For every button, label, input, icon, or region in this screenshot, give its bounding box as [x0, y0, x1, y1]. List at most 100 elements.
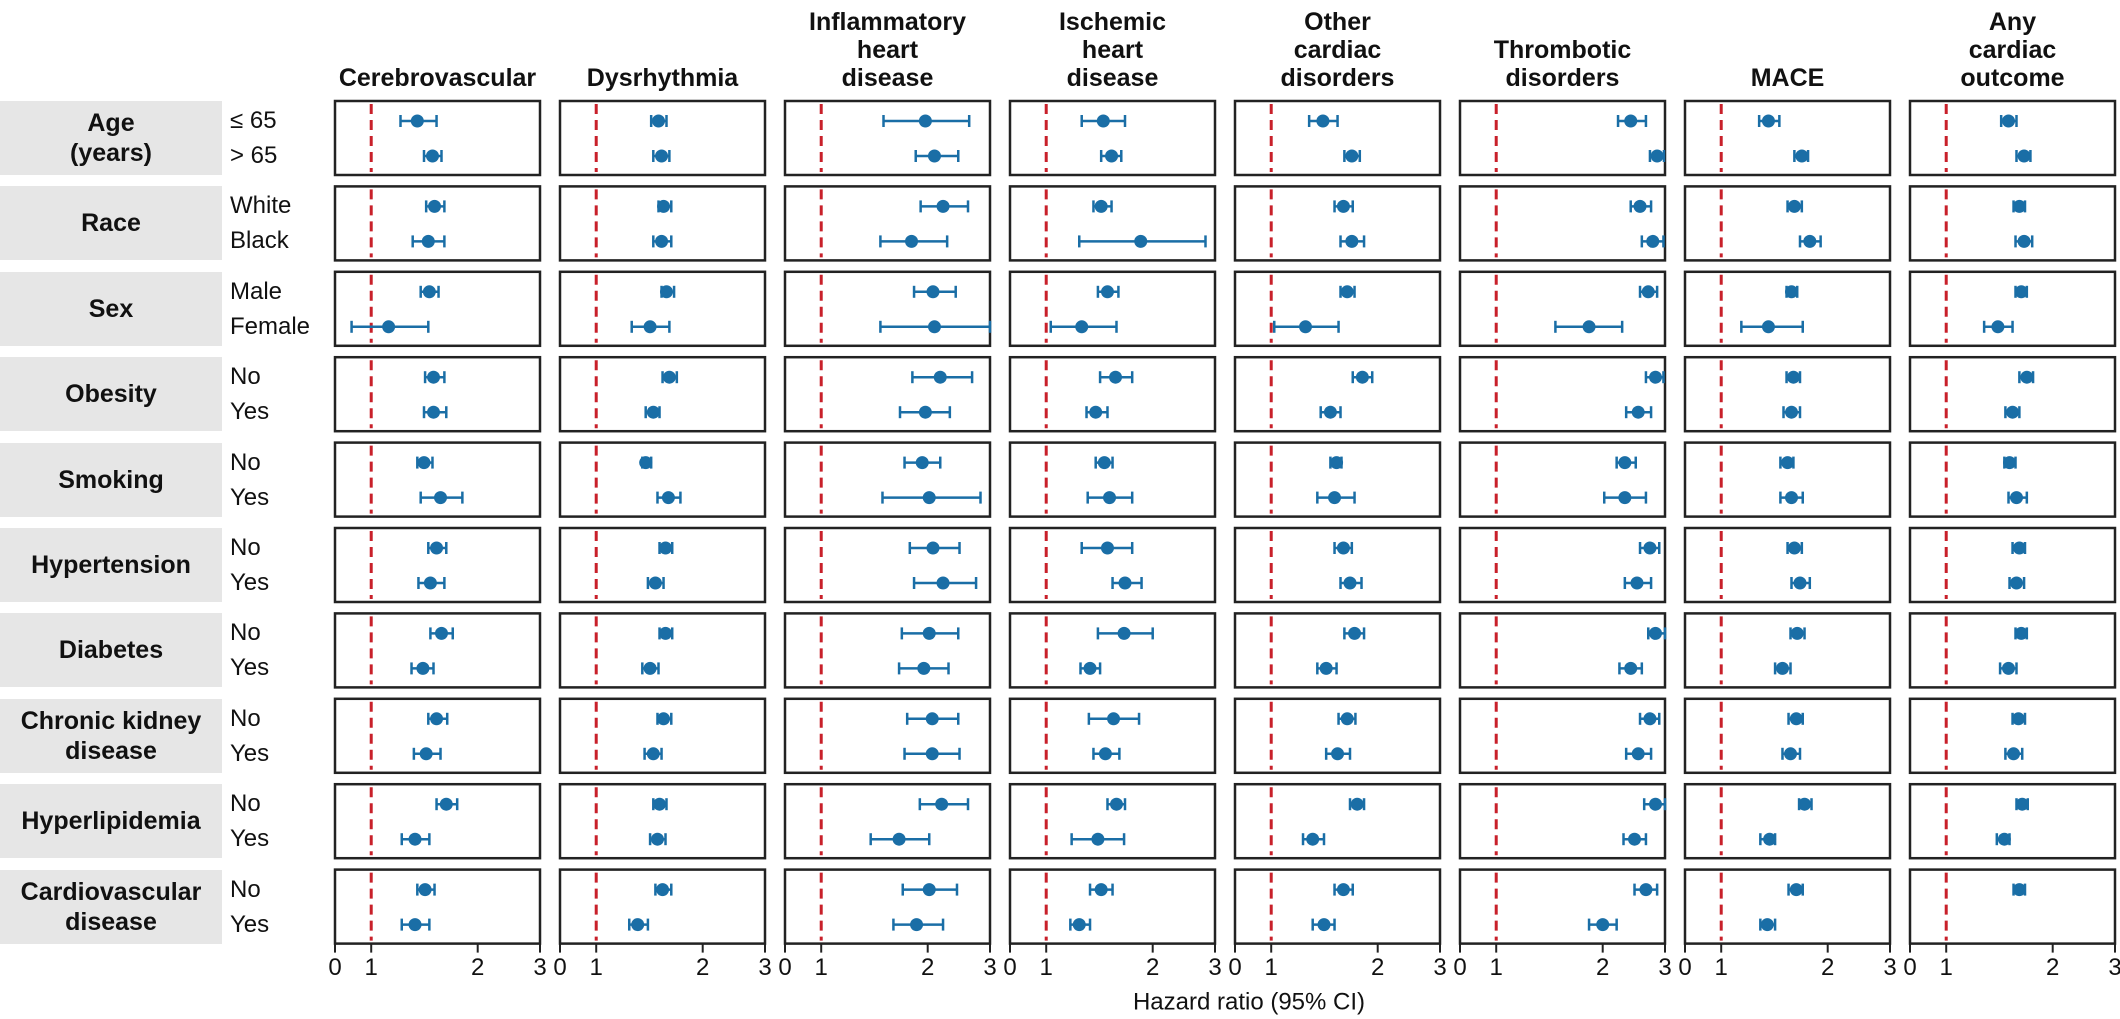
estimate-point [2011, 712, 2025, 726]
estimate-point [382, 320, 396, 334]
estimate-point [1336, 199, 1350, 213]
estimate-point [1107, 712, 1121, 726]
panel-frame [1233, 185, 1442, 262]
estimate-point [1075, 320, 1089, 334]
subgroup-label: Yes [230, 398, 270, 426]
panel-frame [1008, 782, 1217, 860]
estimate-point [631, 918, 645, 932]
estimate-point [423, 576, 437, 590]
panel-frame [558, 526, 767, 604]
column-title: Inflammatory heart disease [809, 8, 966, 92]
panel-frame [1683, 99, 1892, 177]
subgroup-label: ≤ 65 [230, 107, 277, 134]
panel-frame [558, 185, 767, 262]
estimate-point [2012, 541, 2026, 555]
estimate-point [905, 234, 919, 248]
x-tick-label: 1 [1490, 954, 1503, 981]
x-tick-label: 3 [758, 954, 771, 981]
x-tick-label: 2 [471, 954, 484, 981]
panel-frame [1683, 782, 1892, 860]
panel-frame [1008, 355, 1217, 433]
x-tick-label: 1 [1715, 954, 1728, 981]
estimate-point [1761, 114, 1775, 128]
estimate-point [1306, 832, 1320, 846]
x-tick-label: 2 [1146, 954, 1159, 981]
panel-frame [1233, 868, 1442, 945]
estimate-point [657, 712, 671, 726]
estimate-point [2009, 576, 2023, 590]
estimate-point [1094, 199, 1108, 213]
estimate-point [1343, 576, 1357, 590]
column-title: Any cardiac outcome [1960, 8, 2065, 92]
estimate-point [1098, 747, 1112, 761]
estimate-point [646, 405, 660, 419]
estimate-point [1330, 456, 1344, 470]
estimate-point [933, 370, 947, 384]
group-label: Sex [0, 271, 222, 346]
panel-frame [558, 99, 767, 177]
estimate-point [918, 114, 932, 128]
estimate-point [427, 405, 441, 419]
estimate-point [1105, 149, 1119, 163]
estimate-point [925, 747, 939, 761]
estimate-point [2017, 149, 2031, 163]
estimate-point [1639, 883, 1653, 897]
subgroup-label: No [230, 875, 261, 903]
panel-frame [558, 355, 767, 433]
group-label: Hypertension [0, 528, 222, 602]
estimate-point [428, 199, 442, 213]
panel-frame [1008, 99, 1217, 177]
column-title: Dysrhythmia [586, 64, 739, 92]
estimate-point [1355, 370, 1369, 384]
panel-frame [1458, 99, 1667, 177]
estimate-point [1991, 320, 2005, 334]
x-tick-label: 0 [1003, 954, 1016, 981]
column-title: Other cardiac disorders [1280, 8, 1395, 92]
estimate-point [2002, 661, 2016, 675]
estimate-point [918, 405, 932, 419]
panel-frame [1458, 270, 1667, 348]
x-tick-label: 3 [1658, 954, 1671, 981]
estimate-point [1624, 114, 1638, 128]
estimate-point [410, 114, 424, 128]
subgroup-label: White [230, 192, 292, 220]
panel-frame [1458, 355, 1667, 433]
panel-frame [1683, 612, 1892, 689]
estimate-point [2014, 626, 2028, 640]
x-tick-label: 0 [1228, 954, 1241, 981]
estimate-point [430, 712, 444, 726]
subgroup-label: No [230, 534, 261, 561]
x-tick-label: 1 [1940, 954, 1953, 981]
estimate-point [927, 320, 941, 334]
estimate-point [1795, 149, 1809, 163]
estimate-point [1789, 883, 1803, 897]
estimate-point [2017, 234, 2031, 248]
estimate-point [1117, 626, 1131, 640]
estimate-point [1317, 918, 1331, 932]
estimate-point [2012, 883, 2026, 897]
panel-frame [1458, 441, 1667, 518]
panel-frame [1908, 99, 2117, 177]
panel-frame [558, 441, 767, 518]
estimate-point [1648, 626, 1662, 640]
x-tick-label: 2 [696, 954, 709, 981]
estimate-point [1094, 883, 1108, 897]
x-tick-label: 0 [328, 954, 341, 981]
x-tick-label: 2 [1596, 954, 1609, 981]
estimate-point [1633, 199, 1647, 213]
estimate-point [1316, 114, 1330, 128]
subgroup-label: Female [230, 312, 311, 340]
panel-frame [783, 441, 992, 518]
estimate-point [892, 832, 906, 846]
group-label: Hyperlipidemia [0, 784, 222, 859]
estimate-point [2003, 456, 2017, 470]
estimate-point [659, 626, 673, 640]
column-title: MACE [1750, 64, 1825, 92]
estimate-point [652, 114, 666, 128]
panel-frame [333, 782, 542, 860]
x-tick-label: 1 [1040, 954, 1053, 981]
estimate-point [1646, 234, 1660, 248]
estimate-point [1784, 285, 1798, 299]
panel-frame [558, 612, 767, 689]
